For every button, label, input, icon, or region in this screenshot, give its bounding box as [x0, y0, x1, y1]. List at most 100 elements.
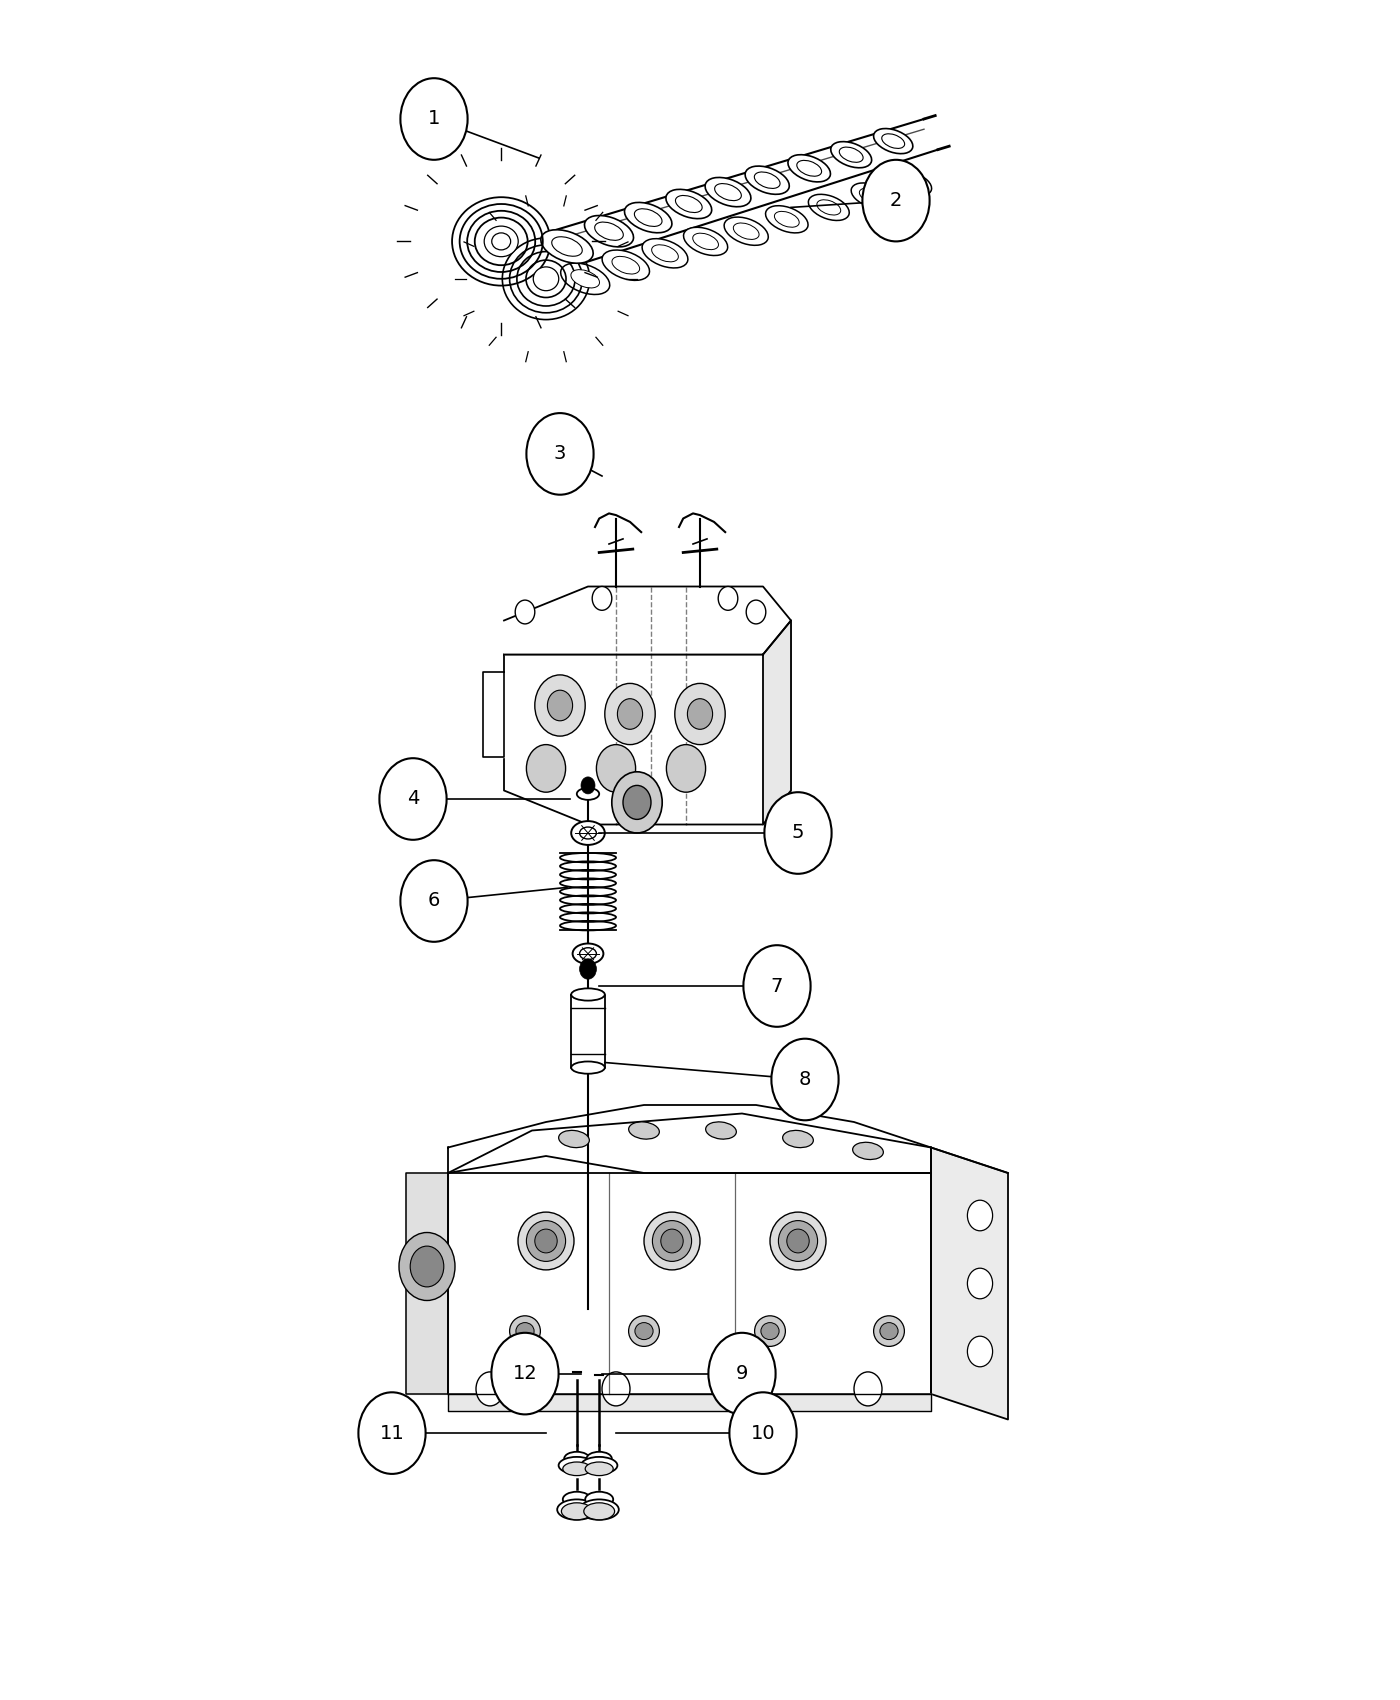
- Circle shape: [581, 777, 595, 794]
- Ellipse shape: [563, 1493, 591, 1506]
- Circle shape: [718, 586, 738, 610]
- Ellipse shape: [882, 134, 904, 148]
- Ellipse shape: [666, 189, 711, 219]
- Ellipse shape: [629, 1122, 659, 1139]
- Ellipse shape: [661, 1229, 683, 1253]
- Circle shape: [399, 1232, 455, 1300]
- Text: 6: 6: [428, 891, 440, 911]
- Ellipse shape: [879, 1323, 899, 1340]
- Ellipse shape: [808, 194, 850, 221]
- Ellipse shape: [624, 202, 672, 233]
- Ellipse shape: [571, 821, 605, 845]
- Ellipse shape: [762, 1323, 780, 1340]
- Ellipse shape: [580, 949, 596, 960]
- Ellipse shape: [693, 233, 718, 250]
- Ellipse shape: [874, 129, 913, 153]
- Polygon shape: [504, 586, 791, 654]
- Polygon shape: [448, 1173, 931, 1394]
- Ellipse shape: [770, 1212, 826, 1270]
- Ellipse shape: [580, 828, 596, 840]
- Ellipse shape: [557, 1499, 596, 1520]
- Ellipse shape: [644, 1212, 700, 1270]
- Ellipse shape: [839, 148, 864, 162]
- Circle shape: [666, 745, 706, 792]
- Circle shape: [687, 699, 713, 729]
- Polygon shape: [763, 620, 791, 824]
- Ellipse shape: [787, 1229, 809, 1253]
- Ellipse shape: [533, 267, 559, 291]
- Polygon shape: [448, 1394, 931, 1411]
- Ellipse shape: [643, 238, 687, 269]
- Circle shape: [379, 758, 447, 840]
- Circle shape: [617, 699, 643, 729]
- Text: 3: 3: [554, 444, 566, 464]
- Ellipse shape: [851, 184, 890, 207]
- Ellipse shape: [585, 1462, 613, 1476]
- Ellipse shape: [902, 177, 924, 190]
- Ellipse shape: [580, 1499, 619, 1520]
- Ellipse shape: [706, 177, 750, 207]
- Ellipse shape: [651, 245, 679, 262]
- Ellipse shape: [577, 789, 599, 801]
- Text: 7: 7: [771, 976, 783, 996]
- Ellipse shape: [895, 172, 931, 196]
- Polygon shape: [406, 1173, 448, 1394]
- Text: 4: 4: [407, 789, 419, 809]
- Ellipse shape: [788, 155, 830, 182]
- Ellipse shape: [515, 1323, 535, 1340]
- Circle shape: [602, 1372, 630, 1406]
- Circle shape: [729, 1392, 797, 1474]
- Text: 5: 5: [792, 823, 804, 843]
- Ellipse shape: [561, 1503, 592, 1520]
- Polygon shape: [448, 1105, 931, 1173]
- Ellipse shape: [581, 1457, 617, 1474]
- Circle shape: [535, 675, 585, 736]
- Ellipse shape: [766, 206, 808, 233]
- Ellipse shape: [874, 1316, 904, 1346]
- Circle shape: [547, 690, 573, 721]
- Circle shape: [862, 160, 930, 241]
- Ellipse shape: [564, 1452, 589, 1465]
- Ellipse shape: [571, 270, 599, 287]
- Circle shape: [743, 945, 811, 1027]
- Circle shape: [854, 1372, 882, 1406]
- Ellipse shape: [573, 944, 603, 964]
- Ellipse shape: [634, 1323, 652, 1340]
- Ellipse shape: [552, 236, 582, 257]
- Text: 11: 11: [379, 1423, 405, 1443]
- Ellipse shape: [571, 1061, 605, 1074]
- Circle shape: [491, 1333, 559, 1414]
- Ellipse shape: [584, 216, 634, 246]
- Ellipse shape: [595, 223, 623, 240]
- Circle shape: [764, 792, 832, 874]
- Ellipse shape: [540, 230, 594, 264]
- Circle shape: [580, 959, 596, 979]
- Ellipse shape: [634, 209, 662, 226]
- Ellipse shape: [853, 1142, 883, 1159]
- Ellipse shape: [706, 1122, 736, 1139]
- Circle shape: [526, 413, 594, 495]
- Circle shape: [746, 600, 766, 624]
- Circle shape: [967, 1268, 993, 1299]
- Ellipse shape: [584, 1503, 615, 1520]
- Circle shape: [728, 1372, 756, 1406]
- Polygon shape: [931, 1148, 1008, 1420]
- Ellipse shape: [535, 1229, 557, 1253]
- Polygon shape: [571, 994, 605, 1068]
- Circle shape: [515, 600, 535, 624]
- Ellipse shape: [745, 167, 790, 194]
- Ellipse shape: [652, 1221, 692, 1261]
- Circle shape: [400, 78, 468, 160]
- Circle shape: [771, 1039, 839, 1120]
- Ellipse shape: [774, 211, 799, 228]
- Ellipse shape: [734, 223, 759, 240]
- Ellipse shape: [755, 172, 780, 189]
- Circle shape: [358, 1392, 426, 1474]
- Ellipse shape: [587, 1452, 612, 1465]
- Ellipse shape: [683, 228, 728, 255]
- Ellipse shape: [559, 1457, 595, 1474]
- Circle shape: [623, 785, 651, 819]
- Ellipse shape: [629, 1316, 659, 1346]
- Text: 1: 1: [428, 109, 440, 129]
- Text: 10: 10: [750, 1423, 776, 1443]
